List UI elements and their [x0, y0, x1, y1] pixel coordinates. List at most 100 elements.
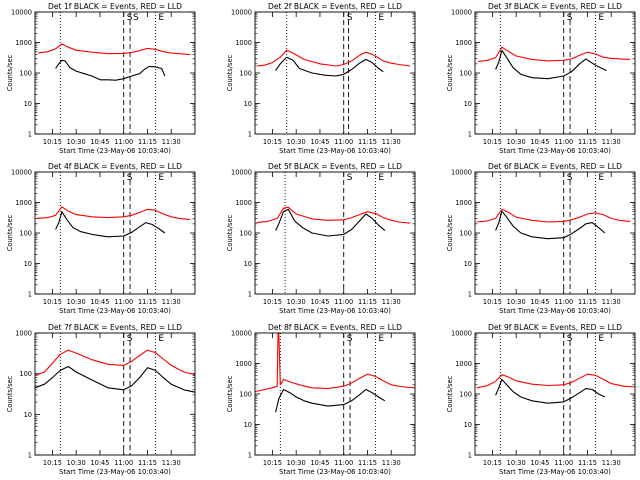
x-tick-label: 11:00 [334, 298, 353, 306]
plot-frame [474, 11, 636, 135]
x-axis-label: Start Time (23-May-06 10:03:40) [59, 307, 171, 315]
y-tick-label: 100 [459, 70, 472, 78]
marker-label: S [347, 173, 353, 183]
y-tick-label: 1 [28, 131, 32, 139]
marker-label: S [347, 13, 353, 23]
x-axis-label: Start Time (23-May-06 10:03:40) [59, 147, 171, 155]
x-tick-label: 10:15 [43, 459, 62, 467]
x-tick-label: 10:30 [67, 138, 86, 146]
x-tick-label: 10:45 [310, 298, 329, 306]
marker-label: S [567, 334, 573, 344]
chart-panel: Det 6f BLACK = Events, RED = LLD 1 10 100 10… [446, 162, 636, 315]
x-tick-label: 11:15 [138, 298, 157, 306]
x-tick-label: 10:30 [507, 459, 526, 467]
y-tick-label: 10 [244, 260, 252, 268]
x-tick-label: 10:45 [310, 138, 329, 146]
chart-panel: Det 9f BLACK = Events, RED = LLD 1 10 100 10… [446, 323, 636, 476]
x-tick-label: 11:00 [554, 298, 573, 306]
marker-label: E [378, 334, 384, 344]
x-tick-label: 11:15 [578, 138, 597, 146]
chart-title: Det 8f BLACK = Events, RED = LLD [268, 323, 402, 332]
plot-frame [254, 332, 416, 456]
y-tick-label: 1000 [455, 360, 472, 368]
y-tick-label: 1000 [455, 39, 472, 47]
x-tick-label: 11:00 [334, 459, 353, 467]
y-tick-label: 1 [28, 452, 32, 460]
chart-panel: Det 5f BLACK = Events, RED = LLD 1 10 100 10… [226, 162, 416, 315]
chart-title: Det 2f BLACK = Events, RED = LLD [268, 2, 402, 11]
y-tick-label: 100 [19, 370, 32, 378]
x-tick-label: 11:15 [138, 138, 157, 146]
y-tick-label: 10 [244, 100, 252, 108]
marker-label: E [378, 173, 384, 183]
x-tick-label: 11:15 [578, 459, 597, 467]
x-tick-label: 11:30 [602, 298, 621, 306]
series-line-events [495, 378, 606, 404]
x-axis-label: Start Time (23-May-06 10:03:40) [279, 147, 391, 155]
series-line-lld [254, 332, 416, 393]
y-tick-label: 1000 [15, 330, 32, 338]
marker-label: S [567, 173, 573, 183]
chart-title: Det 5f BLACK = Events, RED = LLD [268, 162, 402, 171]
plot-frame [254, 11, 416, 135]
y-axis-label: Counts/sec [226, 375, 234, 412]
series-line-events [275, 388, 386, 413]
x-tick-label: 11:15 [358, 298, 377, 306]
chart-title: Det 7f BLACK = Events, RED = LLD [48, 323, 182, 332]
y-tick-label: 1 [468, 131, 472, 139]
chart-panel: Det 7f BLACK = Events, RED = LLD 1 10 100 10… [6, 323, 196, 476]
chart-panel: Det 8f BLACK = Events, RED = LLD 1 10 100 10… [226, 323, 416, 476]
plot-frame [34, 171, 196, 295]
x-tick-label: 11:30 [162, 298, 181, 306]
series-line-lld [478, 46, 631, 62]
y-tick-label: 10000 [451, 169, 472, 177]
y-tick-label: 1 [468, 452, 472, 460]
marker-label: S [127, 334, 133, 344]
x-tick-label: 10:30 [67, 298, 86, 306]
y-axis-label: Counts/sec [6, 54, 14, 91]
x-tick-label: 10:30 [507, 298, 526, 306]
y-axis-label: Counts/sec [6, 214, 14, 251]
x-tick-label: 11:30 [382, 459, 401, 467]
y-tick-label: 1 [248, 131, 252, 139]
series-line-events [495, 49, 607, 80]
y-tick-label: 1000 [15, 39, 32, 47]
chart-panel: Det 2f BLACK = Events, RED = LLD 1 10 100 10… [226, 2, 416, 155]
y-tick-label: 10000 [231, 9, 252, 17]
y-tick-label: 10000 [11, 9, 32, 17]
y-axis-label: Counts/sec [446, 54, 454, 91]
x-tick-label: 10:15 [483, 138, 502, 146]
y-tick-label: 100 [459, 391, 472, 399]
x-tick-label: 11:30 [602, 138, 621, 146]
x-tick-label: 11:30 [382, 138, 401, 146]
chart-panel: Det 4f BLACK = Events, RED = LLD 1 10 100 10… [6, 162, 196, 315]
x-tick-label: 11:30 [382, 298, 401, 306]
chart-panel: Det 1f BLACK = Events, RED = LLD 1 10 100 10… [6, 2, 196, 155]
y-tick-label: 100 [239, 70, 252, 78]
x-tick-label: 11:30 [162, 459, 181, 467]
x-axis-label: Start Time (23-May-06 10:03:40) [499, 468, 611, 476]
y-tick-label: 100 [19, 230, 32, 238]
series-line-events [34, 365, 196, 393]
y-tick-label: 10 [464, 260, 472, 268]
marker-label: S [567, 13, 573, 23]
series-line-events [275, 208, 386, 237]
x-tick-label: 11:00 [554, 459, 573, 467]
y-tick-label: 100 [19, 70, 32, 78]
marker-label: S [347, 334, 353, 344]
series-line-events [495, 210, 606, 240]
y-tick-label: 1000 [235, 39, 252, 47]
series-line-lld [256, 206, 411, 224]
series-line-events [55, 211, 166, 238]
y-tick-label: 10 [464, 421, 472, 429]
plot-frame [474, 171, 636, 295]
marker-label: S [127, 13, 133, 23]
y-tick-label: 1000 [455, 199, 472, 207]
y-tick-label: 100 [459, 230, 472, 238]
series-line-lld [34, 349, 196, 377]
y-tick-label: 1000 [15, 199, 32, 207]
x-tick-label: 10:30 [287, 459, 306, 467]
series-line-events [55, 59, 166, 81]
x-tick-label: 10:45 [530, 138, 549, 146]
y-tick-label: 100 [239, 391, 252, 399]
